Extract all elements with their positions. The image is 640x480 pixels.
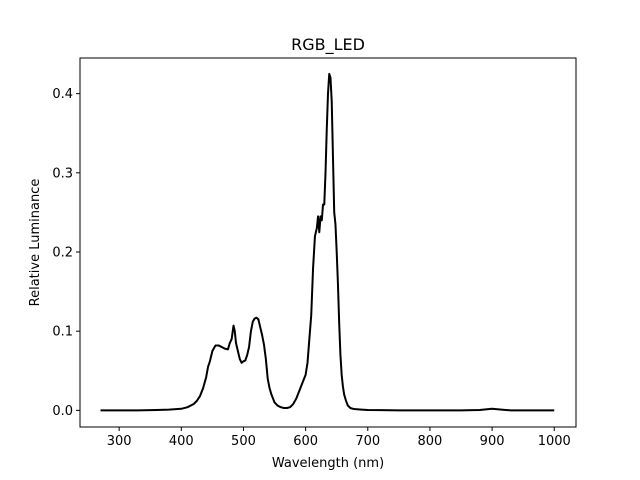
plot-area	[79, 57, 577, 428]
axes-frame	[79, 57, 577, 428]
x-tick-label: 500	[231, 434, 256, 449]
x-tick-label: 300	[107, 434, 132, 449]
x-tick-label: 1000	[538, 434, 571, 449]
x-tick-label: 800	[418, 434, 443, 449]
y-tick-label: 0.1	[52, 325, 73, 340]
x-axis-label: Wavelength (nm)	[272, 456, 384, 471]
series-line-rgb-led	[100, 72, 555, 412]
y-tick-label: 0.0	[52, 404, 73, 419]
x-tick-label: 600	[293, 434, 318, 449]
y-axis: 0.0 0.1 0.2 0.3 0.4	[52, 87, 80, 419]
chart-title: RGB_LED	[291, 35, 365, 55]
x-axis: 300 400 500 600 700 800 900 1000	[107, 427, 571, 449]
y-tick-label: 0.4	[52, 87, 73, 102]
x-tick-label: 900	[480, 434, 505, 449]
x-tick-label: 400	[169, 434, 194, 449]
y-axis-label: Relative Luminance	[28, 179, 43, 307]
y-tick-label: 0.3	[52, 166, 73, 181]
y-tick-label: 0.2	[52, 246, 73, 261]
x-tick-label: 700	[355, 434, 380, 449]
